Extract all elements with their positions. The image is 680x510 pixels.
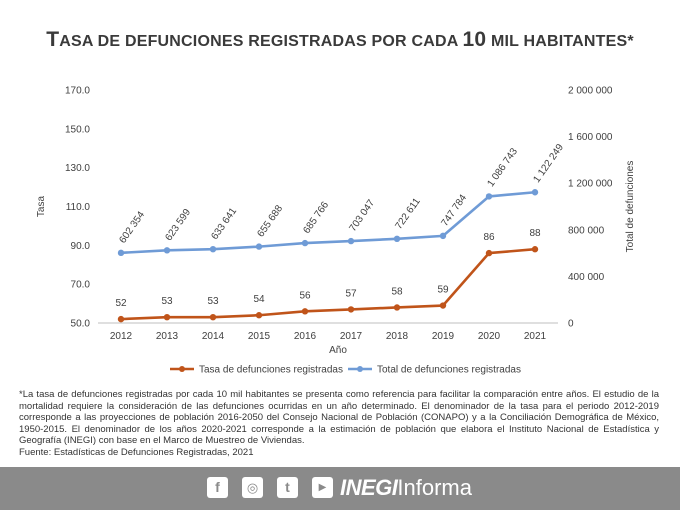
legend-label: Total de defunciones registradas [377, 365, 521, 376]
total-series-data-label: 747 784 [439, 192, 469, 228]
title-initial: T [46, 28, 60, 51]
title-text: asa de defunciones registradas por cada [59, 33, 463, 50]
y-left-tick-label: 170.0 [65, 86, 90, 97]
total-series-data-label: 722 611 [393, 196, 423, 232]
total-series-point [255, 243, 263, 250]
x-tick-label: 2013 [156, 331, 179, 342]
facebook-icon[interactable]: f [207, 477, 228, 498]
rate-series-point [531, 246, 539, 253]
total-series-point [485, 193, 493, 200]
rate-series-point [117, 315, 125, 323]
source-text: Fuente: Estadísticas de Defunciones Regi… [19, 446, 254, 458]
total-series-point [531, 189, 539, 196]
rate-series-data-label: 53 [161, 296, 173, 307]
twitter-icon[interactable]: t [277, 477, 298, 498]
x-tick-label: 2021 [524, 331, 547, 342]
x-tick-label: 2019 [432, 331, 455, 342]
total-series-data-label: 602 354 [117, 209, 147, 245]
total-series-data-label: 1 122 249 [531, 142, 566, 185]
rate-series-point [255, 312, 263, 319]
x-axis-title: Año [329, 345, 347, 356]
rate-series-line [120, 247, 536, 321]
rate-series-point [163, 313, 171, 321]
total-series-data-label: 685 766 [301, 200, 331, 236]
y-left-tick-label: 110.0 [66, 202, 91, 213]
y-right-axis-title: Total de defunciones [625, 161, 636, 253]
title-number: 10 [462, 28, 487, 51]
youtube-icon[interactable]: ▶ [312, 477, 333, 498]
rate-series-data-label: 58 [391, 286, 403, 297]
rate-series-data-label: 59 [437, 285, 449, 296]
x-tick-label: 2016 [294, 331, 317, 342]
x-tick-label: 2018 [386, 331, 409, 342]
total-series-point [347, 237, 355, 245]
rate-series-data-label: 54 [253, 294, 265, 305]
x-tick-label: 2012 [110, 331, 133, 342]
legend-label: Tasa de defunciones registradas [199, 365, 343, 376]
brand-regular: Informa [397, 475, 472, 500]
rate-series-data-label: 88 [529, 228, 541, 239]
rate-series-data-label: 53 [207, 296, 219, 307]
line-chart: 50.0 70.0 90.0 110.0 130.0 150.0 170.0 0 400 000… [36, 86, 636, 376]
y-left-tick-label: 150.0 [65, 124, 90, 135]
total-series-line [120, 190, 536, 255]
x-tick-label: 2020 [478, 331, 501, 342]
total-series-point [439, 232, 447, 240]
rate-series-point [301, 308, 309, 315]
legend-swatch-marker [179, 366, 185, 372]
y-right-tick-label: 800 000 [568, 225, 605, 236]
rate-series-point [347, 306, 355, 313]
legend-swatch-marker [357, 366, 363, 372]
x-tick-label: 2014 [202, 331, 225, 342]
brand-logo: INEGIInforma [340, 475, 472, 501]
rate-series-data-label: 52 [115, 298, 127, 309]
y-left-axis-title: Tasa [36, 196, 47, 218]
total-series-point [393, 235, 401, 243]
total-series-point [163, 247, 171, 254]
y-right-tick-label: 1 200 000 [568, 179, 613, 190]
title-text-2: mil habitantes* [486, 33, 634, 50]
rate-series-data-label: 86 [483, 232, 495, 243]
total-series-data-label: 703 047 [347, 198, 377, 234]
instagram-icon[interactable]: ◎ [242, 477, 263, 498]
brand-bold: INEGI [340, 475, 398, 500]
x-tick-label: 2015 [248, 331, 271, 342]
total-series-data-label: 623 599 [163, 207, 193, 243]
rate-series-point [439, 302, 447, 309]
x-tick-label: 2017 [340, 331, 363, 342]
y-right-tick-label: 0 [568, 319, 574, 330]
footer-bar: f ◎ t ▶ INEGIInforma [0, 467, 680, 510]
rate-series-data-label: 56 [299, 290, 311, 301]
total-series-data-label: 655 688 [255, 203, 285, 239]
y-left-tick-label: 70.0 [71, 280, 91, 291]
rate-series-point [485, 249, 493, 257]
chart-title: Tasa de defunciones registradas por cada… [0, 28, 680, 52]
total-series-point [209, 245, 217, 253]
total-series-data-label: 633 641 [209, 206, 239, 242]
y-right-tick-label: 2 000 000 [568, 86, 613, 97]
y-left-tick-label: 90.0 [71, 241, 91, 252]
y-left-tick-label: 50.0 [71, 319, 91, 330]
total-series-data-label: 1 086 743 [485, 146, 520, 189]
total-series-point [117, 249, 125, 257]
footnote-text: *La tasa de defunciones registradas por … [19, 389, 659, 447]
y-right-tick-label: 400 000 [568, 272, 605, 283]
y-left-tick-label: 130.0 [65, 163, 90, 174]
rate-series-point [209, 313, 217, 321]
footnote: *La tasa de defunciones registradas por … [19, 389, 659, 459]
rate-series-data-label: 57 [345, 288, 357, 299]
total-series-point [301, 239, 309, 247]
y-right-tick-label: 1 600 000 [568, 132, 613, 143]
rate-series-point [393, 304, 401, 311]
